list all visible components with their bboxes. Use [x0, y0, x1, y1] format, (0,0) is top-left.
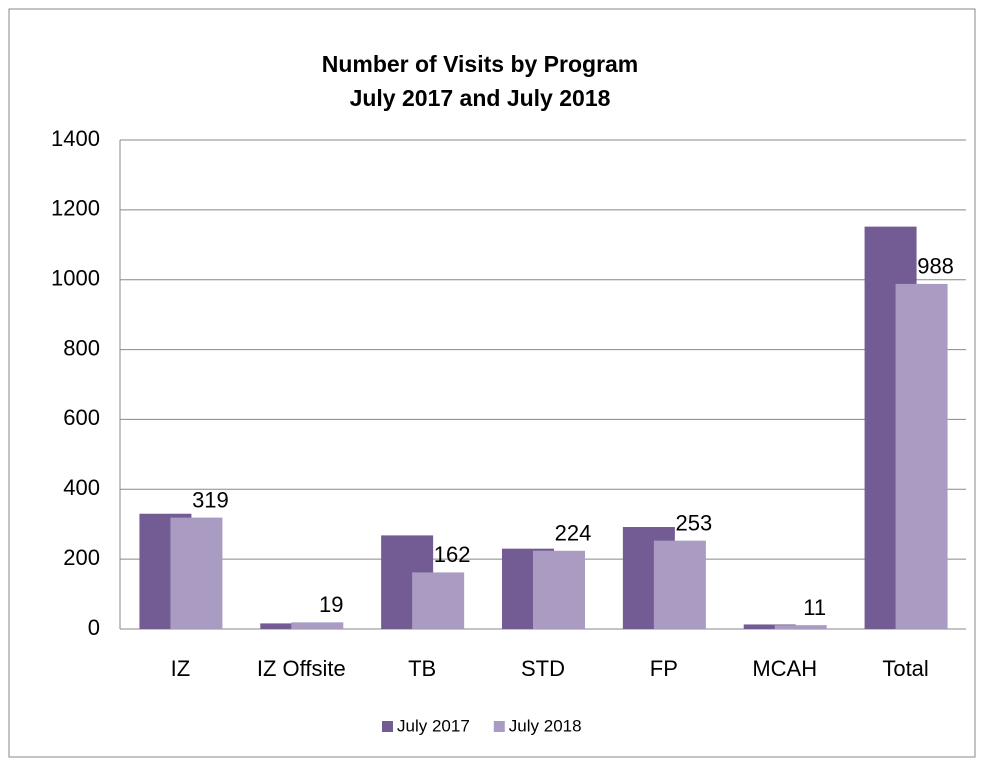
y-tick-label: 600 — [63, 405, 100, 430]
chart-subtitle: July 2017 and July 2018 — [350, 85, 611, 111]
legend-swatch — [382, 721, 393, 732]
bar — [533, 550, 585, 629]
y-tick-label: 400 — [63, 475, 100, 500]
legend-label: July 2018 — [509, 716, 582, 735]
y-tick-label: 1200 — [51, 196, 100, 221]
x-tick-label: IZ — [171, 656, 191, 681]
data-label: 11 — [803, 595, 826, 620]
y-tick-label: 1400 — [51, 126, 100, 151]
x-tick-label: STD — [521, 656, 565, 681]
bar — [895, 283, 948, 629]
bar — [653, 540, 706, 629]
x-tick-label: MCAH — [752, 656, 817, 681]
chart-border — [8, 8, 976, 758]
bar — [291, 622, 344, 629]
x-tick-label: TB — [408, 656, 436, 681]
bar — [170, 517, 223, 629]
bar — [774, 625, 827, 629]
data-label: 162 — [434, 542, 471, 567]
data-label: 319 — [192, 487, 229, 512]
bar — [260, 623, 313, 629]
y-tick-label: 0 — [88, 615, 100, 640]
x-tick-label: Total — [882, 656, 928, 681]
data-label: 988 — [917, 254, 954, 279]
x-tick-label: IZ Offsite — [257, 656, 346, 681]
y-tick-label: 1000 — [51, 266, 100, 291]
chart-title: Number of Visits by Program — [322, 51, 639, 77]
bar — [743, 624, 796, 629]
data-label: 224 — [555, 521, 592, 546]
x-tick-label: FP — [650, 656, 678, 681]
bar — [412, 572, 465, 629]
y-tick-label: 800 — [63, 335, 100, 360]
y-tick-label: 200 — [63, 545, 100, 570]
data-label: 19 — [319, 592, 343, 617]
data-label: 253 — [675, 510, 712, 535]
legend-label: July 2017 — [397, 716, 470, 735]
legend-swatch — [493, 721, 505, 732]
